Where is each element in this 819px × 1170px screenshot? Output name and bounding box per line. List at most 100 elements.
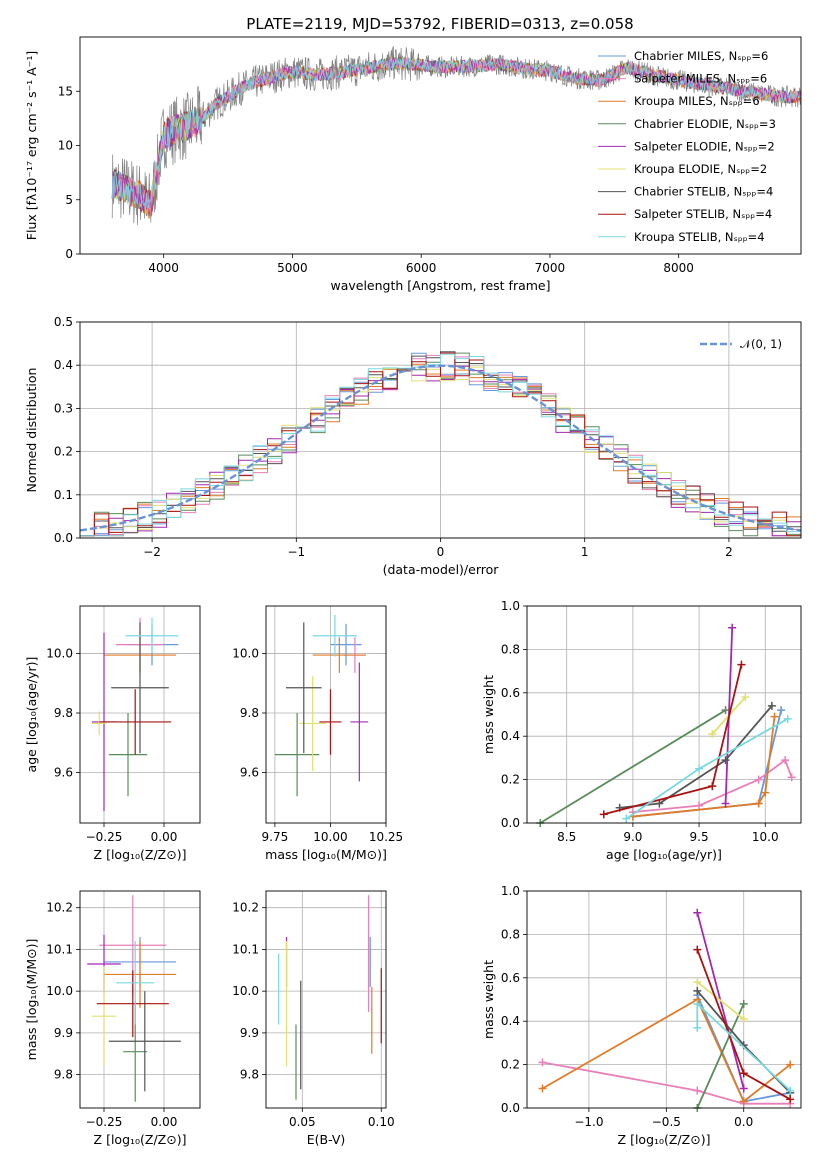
weight-marker xyxy=(695,801,704,810)
x-tick-label: 0 xyxy=(437,545,445,559)
weight-marker xyxy=(728,623,737,632)
x-tick-label: 0.00 xyxy=(151,830,178,844)
weight-marker xyxy=(739,1084,748,1093)
weight-marker xyxy=(695,764,704,773)
weight-marker xyxy=(655,799,664,808)
legend-label: Kroupa MILES, Nₛₚₚ=6 xyxy=(634,94,760,108)
x-tick-label: 9.0 xyxy=(623,830,642,844)
x-tick-label: −1 xyxy=(287,545,305,559)
x-tick-label: −1.0 xyxy=(574,1115,603,1129)
legend-label: Salpeter ELODIE, Nₛₚₚ=2 xyxy=(634,139,775,153)
spectrum-panel: 4000 5000 6000 7000 8000 0 5 10 15 wavelength [An… xyxy=(24,36,802,293)
y-tick-label: 0.1 xyxy=(54,488,73,502)
x-tick-label: 0.0 xyxy=(734,1115,753,1129)
weight-series xyxy=(536,623,796,827)
weight-line xyxy=(619,705,773,809)
x-tick-label: 0.00 xyxy=(151,1115,178,1129)
y-axis-label: Normed distribution xyxy=(24,368,39,493)
x-tick-label: −2 xyxy=(143,545,161,559)
y-tick-label: 0.4 xyxy=(501,1014,520,1028)
y-tick-label: 0.8 xyxy=(501,642,520,656)
axes-frame xyxy=(526,605,802,824)
weight-vs-metallicity-panel: −1.0 −0.5 0.0 0.0 0.2 0.4 0.6 0.8 1.0 Z [log₁₀(Z/… xyxy=(481,884,802,1147)
y-tick-label: 1.0 xyxy=(501,599,520,613)
y-tick-label: 1.0 xyxy=(501,884,520,898)
age-vs-metallicity-panel: −0.25 0.00 9.6 9.8 10.0 Z [log₁₀(Z/Z⊙)] age [l… xyxy=(24,605,201,862)
weight-marker xyxy=(767,701,776,710)
weight-line xyxy=(539,709,727,824)
y-tick-label: 0 xyxy=(65,247,73,261)
weight-marker xyxy=(721,756,730,765)
y-tick-label: 5 xyxy=(65,193,73,207)
weight-line xyxy=(542,998,791,1103)
y-tick-label: 9.8 xyxy=(240,706,259,720)
x-axis-label: Z [log₁₀(Z/Z⊙)] xyxy=(94,847,187,862)
legend-label: Salpeter MILES, Nₛₚₚ=6 xyxy=(634,72,767,86)
y-tick-label: 9.6 xyxy=(54,765,73,779)
y-tick-label: 0.2 xyxy=(501,773,520,787)
y-tick-label: 0.4 xyxy=(501,729,520,743)
legend-label: Kroupa ELODIE, Nₛₚₚ=2 xyxy=(634,162,767,176)
weight-marker xyxy=(693,1023,702,1032)
x-tick-label: 2 xyxy=(725,545,733,559)
mass-vs-metallicity-panel: −0.25 0.00 9.8 9.9 10.0 10.1 10.2 Z [log₁₀(Z/Z⊙… xyxy=(24,890,201,1147)
legend-label: Chabrier STELIB, Nₛₚₚ=4 xyxy=(634,185,773,199)
y-tick-label: 10.2 xyxy=(232,901,259,915)
y-tick-label: 9.6 xyxy=(240,765,259,779)
age-vs-mass-panel: 9.75 10.00 10.25 9.6 9.8 10.0 mass [log₁₀(M/M⊙… xyxy=(232,605,403,862)
y-tick-label: 9.9 xyxy=(240,1026,259,1040)
y-tick-label: 10 xyxy=(58,139,73,153)
weight-marker xyxy=(786,1060,795,1069)
error-bars xyxy=(278,895,382,1100)
grid-lines xyxy=(266,891,386,1108)
y-tick-label: 9.8 xyxy=(54,706,73,720)
weight-marker xyxy=(739,1069,748,1078)
weight-vs-age-panel: 8.5 9.0 9.5 10.0 0.0 0.2 0.4 0.6 0.8 1.0 age [log₁… xyxy=(481,599,802,862)
spectrum-legend: Chabrier MILES, Nₛₚₚ=6 Salpeter MILES, Nₛ… xyxy=(598,49,776,244)
x-tick-label: 8.5 xyxy=(557,830,576,844)
legend-label: Kroupa STELIB, Nₛₚₚ=4 xyxy=(634,230,765,244)
weight-marker xyxy=(770,712,779,721)
weight-marker xyxy=(786,1095,795,1104)
weight-line xyxy=(542,1061,791,1105)
y-tick-label: 0.2 xyxy=(501,1058,520,1072)
y-axis-label: mass weight xyxy=(481,960,496,1039)
weight-marker xyxy=(693,978,702,987)
x-axis-label: (data-model)/error xyxy=(383,562,500,577)
x-tick-label: 1 xyxy=(581,545,589,559)
weight-line xyxy=(696,1003,745,1109)
x-axis-label: Z [log₁₀(Z/Z⊙)] xyxy=(94,1132,187,1147)
axes-frame xyxy=(265,890,387,1109)
y-tick-label: 10.0 xyxy=(46,647,73,661)
x-tick-label: 10.0 xyxy=(752,830,779,844)
x-tick-label: 0.05 xyxy=(289,1115,316,1129)
weight-marker xyxy=(538,1058,547,1067)
x-tick-label: 10.00 xyxy=(313,830,347,844)
x-axis-label: Z [log₁₀(Z/Z⊙)] xyxy=(618,1132,711,1147)
weight-marker xyxy=(538,1084,547,1093)
weight-series xyxy=(538,908,795,1112)
y-tick-label: 9.8 xyxy=(240,1068,259,1082)
x-tick-label: 8000 xyxy=(663,261,694,275)
axes-frame xyxy=(79,890,201,1109)
axes-frame xyxy=(265,605,387,824)
weight-line xyxy=(603,664,743,816)
error-bars xyxy=(92,617,179,812)
weight-marker xyxy=(739,999,748,1008)
y-tick-label: 10.0 xyxy=(232,984,259,998)
axes-frame xyxy=(79,36,802,255)
weight-marker xyxy=(708,730,717,739)
x-tick-label: −0.5 xyxy=(652,1115,681,1129)
weight-marker xyxy=(754,775,763,784)
grid-lines xyxy=(527,605,801,824)
weight-marker xyxy=(741,693,750,702)
x-tick-label: 4000 xyxy=(148,261,179,275)
axes-frame xyxy=(526,890,802,1109)
x-axis-label: mass [log₁₀(M/M⊙)] xyxy=(265,847,387,862)
y-tick-label: 0.4 xyxy=(54,358,73,372)
weight-marker xyxy=(739,1097,748,1106)
weight-marker xyxy=(693,1086,702,1095)
y-tick-label: 10.1 xyxy=(232,942,259,956)
y-axis-label: Flux [fλ10⁻¹⁷ erg cm⁻² s⁻¹ A⁻¹] xyxy=(24,51,39,240)
weight-marker xyxy=(622,814,631,823)
